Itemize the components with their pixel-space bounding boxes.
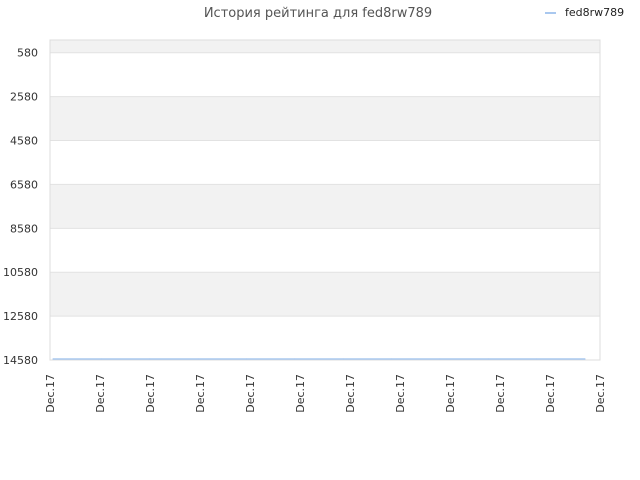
x-tick-label: Dec.17	[44, 374, 57, 413]
y-tick-label: 14580	[3, 354, 38, 367]
x-tick-label: Dec.17	[294, 374, 307, 413]
data-point	[342, 358, 344, 360]
x-tick-label: Dec.17	[94, 374, 107, 413]
data-point	[149, 358, 151, 360]
data-point	[390, 358, 393, 360]
y-tick-label: 6580	[10, 178, 38, 191]
plot-background-bands	[50, 40, 600, 317]
x-tick-label: Dec.17	[544, 374, 557, 413]
data-point	[52, 358, 54, 360]
data-point	[439, 358, 441, 360]
legend-label-fed8rw789: fed8rw789	[565, 6, 624, 19]
x-tick-label: Dec.17	[244, 374, 257, 413]
data-point	[294, 358, 296, 360]
plot-area-frame	[49, 39, 601, 361]
series-layer	[52, 358, 586, 360]
y-tick-label: 8580	[10, 222, 38, 235]
data-point	[197, 358, 199, 360]
data-point	[100, 358, 102, 360]
y-tick-label: 580	[17, 47, 38, 60]
data-point	[584, 358, 586, 360]
y-tick-label: 10580	[3, 266, 38, 279]
x-tick-label: Dec.17	[194, 374, 207, 413]
data-point	[487, 358, 489, 360]
x-tick-label: Dec.17	[494, 374, 507, 413]
data-point	[536, 358, 538, 360]
plot-band	[50, 272, 600, 317]
y-axis-tick-labels: 580 2580 4580 6580 8580 10580 12580 14580	[3, 47, 38, 367]
legend[interactable]: fed8rw789	[545, 6, 624, 19]
y-tick-label: 12580	[3, 310, 38, 323]
x-tick-label: Dec.17	[394, 374, 407, 413]
y-tick-label: 4580	[10, 135, 38, 148]
y-tick-label: 2580	[10, 91, 38, 104]
x-tick-label: Dec.17	[344, 374, 357, 413]
x-tick-label: Dec.17	[594, 374, 607, 413]
plot-band	[50, 184, 600, 229]
chart-title: История рейтинга для fed8rw789	[204, 6, 432, 21]
x-tick-label: Dec.17	[444, 374, 457, 413]
plot-band	[50, 40, 600, 53]
plot-band	[50, 96, 600, 141]
x-axis-tick-labels: Dec.17 Dec.17 Dec.17 Dec.17 Dec.17 Dec.17 Dec.…	[44, 374, 607, 413]
y-gridlines	[50, 52, 600, 361]
data-point	[245, 358, 248, 360]
x-tick-label: Dec.17	[144, 374, 157, 413]
